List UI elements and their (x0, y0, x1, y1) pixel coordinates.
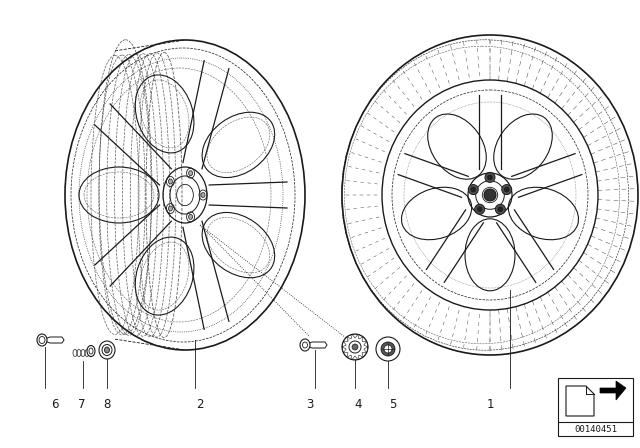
Polygon shape (362, 353, 367, 357)
Polygon shape (358, 355, 363, 360)
Ellipse shape (189, 171, 193, 176)
Polygon shape (343, 337, 348, 341)
Polygon shape (566, 386, 594, 416)
Ellipse shape (484, 189, 496, 201)
Polygon shape (352, 334, 358, 338)
Polygon shape (347, 355, 352, 360)
Polygon shape (347, 334, 352, 339)
Ellipse shape (381, 342, 395, 356)
Text: 1: 1 (486, 398, 493, 411)
Ellipse shape (475, 204, 484, 214)
Ellipse shape (352, 344, 358, 350)
Polygon shape (362, 337, 367, 341)
Text: 00140451: 00140451 (574, 425, 617, 434)
Ellipse shape (300, 339, 310, 351)
Ellipse shape (488, 175, 493, 180)
Ellipse shape (485, 172, 495, 182)
Ellipse shape (495, 204, 506, 214)
Ellipse shape (168, 206, 172, 211)
Ellipse shape (504, 187, 509, 192)
Polygon shape (364, 341, 368, 347)
Ellipse shape (168, 179, 172, 184)
Polygon shape (600, 381, 626, 400)
Polygon shape (352, 356, 358, 360)
Ellipse shape (384, 345, 392, 353)
Text: 2: 2 (196, 398, 204, 411)
Polygon shape (42, 337, 64, 343)
Polygon shape (358, 334, 363, 339)
Text: 6: 6 (51, 398, 59, 411)
Ellipse shape (502, 185, 512, 194)
Polygon shape (364, 347, 368, 353)
Ellipse shape (87, 345, 95, 357)
Ellipse shape (104, 347, 109, 353)
Ellipse shape (37, 334, 47, 346)
Polygon shape (342, 341, 346, 347)
Ellipse shape (468, 185, 478, 194)
Polygon shape (342, 347, 346, 353)
Text: 3: 3 (307, 398, 314, 411)
Text: 4: 4 (355, 398, 362, 411)
Ellipse shape (99, 341, 115, 359)
Text: 7: 7 (78, 398, 86, 411)
Text: 5: 5 (389, 398, 397, 411)
Ellipse shape (349, 341, 361, 353)
Text: 8: 8 (103, 398, 111, 411)
Ellipse shape (376, 337, 400, 361)
Ellipse shape (498, 207, 503, 212)
Ellipse shape (471, 187, 476, 192)
Bar (558, 378, 633, 436)
Ellipse shape (189, 214, 193, 220)
Polygon shape (305, 342, 327, 348)
Ellipse shape (477, 207, 482, 212)
Polygon shape (343, 353, 348, 357)
Ellipse shape (201, 193, 205, 198)
